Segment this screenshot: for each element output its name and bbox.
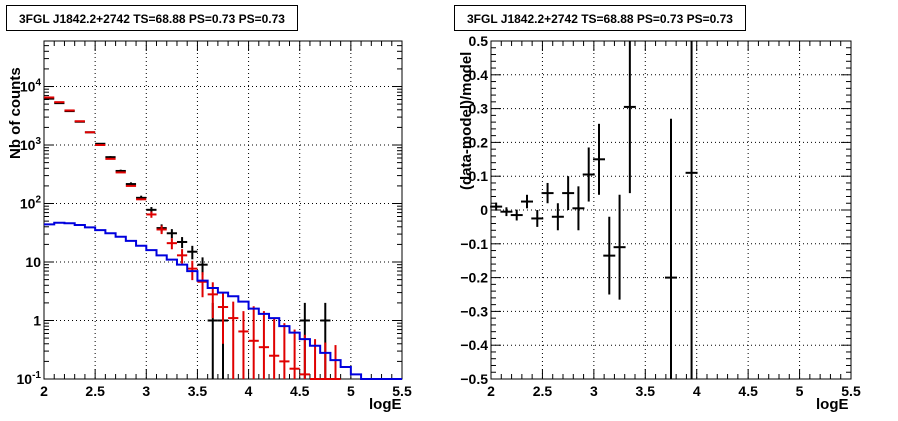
y-tick-label: 102	[20, 195, 42, 212]
model-step-line	[44, 221, 402, 380]
x-tick-label: 2	[487, 383, 495, 399]
y-tick-label: 0.5	[469, 33, 489, 49]
x-tick-label: 4.5	[290, 383, 310, 399]
x-tick-label: 5	[796, 383, 804, 399]
residuals-pad: 2 2.5 3 3.5 4 4.5 5 5.5 −0.5 −0.4 −0.3 −0.2 −0.1 0 0.1…	[449, 0, 898, 421]
counts-x-axis-title: logE	[369, 396, 402, 413]
x-tick-label: 3.5	[636, 383, 656, 399]
x-tick-label: 2.5	[533, 383, 553, 399]
counts-plot-title: 3FGL J1842.2+2742 TS=68.88 PS=0.73 PS=0.…	[6, 5, 298, 31]
y-tick-label: 104	[20, 78, 42, 95]
x-tick-label: 5	[347, 383, 355, 399]
y-tick-label: 0	[480, 202, 488, 218]
residuals-plot: 2 2.5 3 3.5 4 4.5 5 5.5 −0.5 −0.4 −0.3 −0.2 −0.1 0 0.1…	[460, 33, 861, 399]
y-tick-label: −0.2	[460, 270, 488, 286]
y-tick-label: 0.3	[469, 101, 489, 117]
x-tick-label: 2	[40, 383, 48, 399]
x-tick-label: 3	[142, 383, 150, 399]
y-tick-label: 10	[25, 254, 41, 270]
x-tick-label: 4	[693, 383, 701, 399]
y-tick-label: −0.4	[460, 337, 488, 353]
residuals-x-axis-title: logE	[816, 396, 849, 413]
residuals-y-axis-title: (data-model)/model	[458, 51, 475, 190]
x-tick-label: 5.5	[392, 383, 412, 399]
y-tick-label: 0.2	[469, 134, 489, 150]
x-tick-label: 3.5	[188, 383, 208, 399]
x-tick-label: 3	[590, 383, 598, 399]
y-tick-label: −0.5	[460, 371, 488, 387]
x-tick-label: 4	[245, 383, 253, 399]
residuals-plot-title: 3FGL J1842.2+2742 TS=68.88 PS=0.73 PS=0.…	[454, 5, 746, 31]
y-tick-label: 0.1	[469, 168, 489, 184]
x-tick-label: 2.5	[85, 383, 105, 399]
y-tick-label: −0.1	[460, 236, 488, 252]
y-tick-label: 0.4	[469, 67, 489, 83]
counts-y-axis-title: Nb of counts	[7, 67, 24, 159]
counts-plot: 2 2.5 3 3.5 4 4.5 5 5.5 10-1 1 10 102 103 104	[17, 40, 412, 399]
x-tick-label: 4.5	[738, 383, 758, 399]
x-tick-label: 5.5	[841, 383, 861, 399]
y-tick-label: 103	[20, 136, 42, 153]
y-tick-label: 10-1	[17, 370, 42, 387]
y-tick-label: 1	[33, 313, 41, 329]
y-tick-label: −0.3	[460, 303, 488, 319]
counts-pad: 2 2.5 3 3.5 4 4.5 5 5.5 10-1 1 10 102 103 104 3FGL J1…	[6, 5, 412, 413]
